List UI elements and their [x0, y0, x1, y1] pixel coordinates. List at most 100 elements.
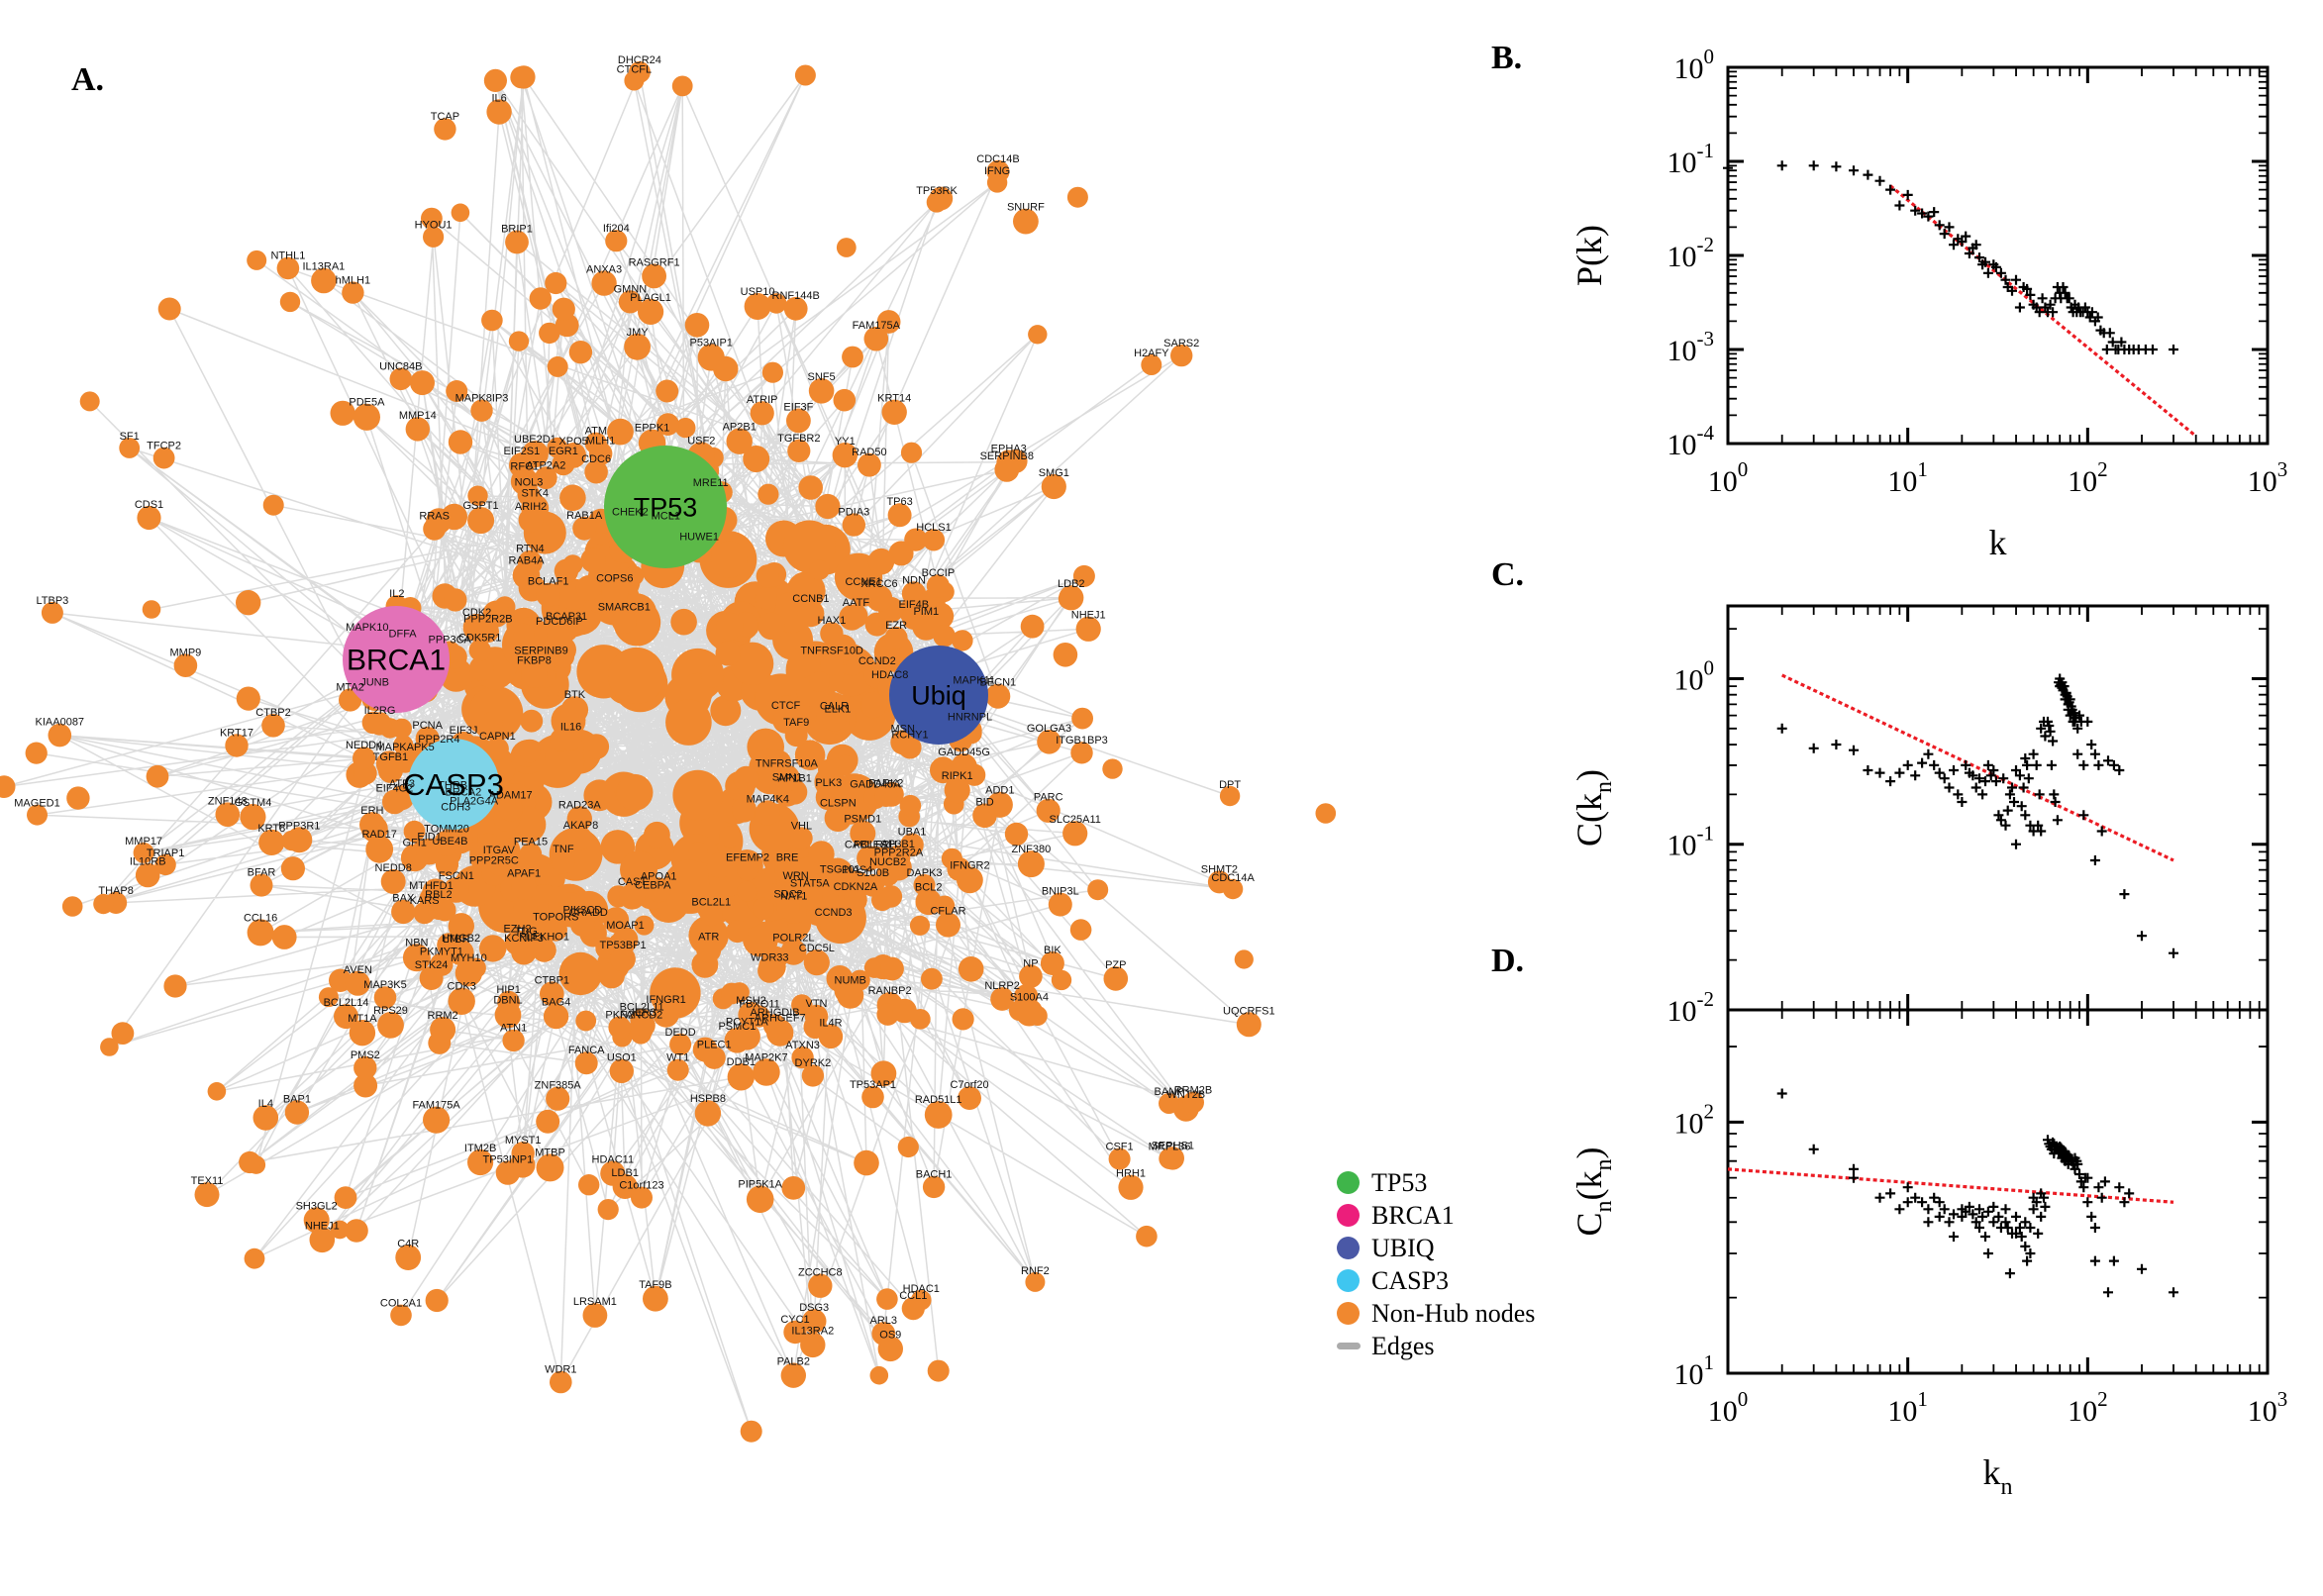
gene-node — [879, 885, 903, 908]
gene-node — [502, 1029, 525, 1052]
gene-node — [842, 513, 865, 537]
gene-node — [521, 661, 548, 688]
legend-item: TP53 — [1337, 1166, 1535, 1199]
gene-node — [890, 730, 916, 755]
gene-node — [27, 804, 48, 826]
gene-label: CTCF — [771, 700, 801, 712]
node-swatch-icon — [1337, 1302, 1360, 1325]
gene-label: MT1A — [348, 1013, 377, 1025]
gene-label: CABLES1 — [845, 839, 894, 850]
gene-label: UNC84B — [379, 361, 422, 373]
gene-node — [405, 417, 430, 442]
gene-node — [382, 789, 407, 815]
gene-label: ARHGDIB — [751, 1007, 800, 1019]
gene-label: CLSPN — [820, 798, 857, 810]
gene-label: DEDD — [665, 1027, 696, 1039]
gene-label: BAP1 — [283, 1093, 311, 1105]
gene-label: TNFRSF10A — [756, 758, 819, 770]
gene-node — [152, 447, 175, 469]
gene-node — [719, 826, 741, 848]
gene-label: PEA15 — [514, 836, 548, 848]
gene-node — [726, 920, 749, 944]
gene-node — [588, 442, 613, 466]
gene-label: ATN1 — [500, 1023, 527, 1035]
gene-node — [865, 585, 893, 612]
gene-label: DDB1 — [727, 1056, 756, 1068]
gene-node — [909, 915, 931, 936]
gene-label: MSN — [890, 723, 915, 735]
gene-node — [434, 830, 459, 856]
gene-label: MYST1 — [505, 1135, 542, 1147]
gene-label: BNIP3L — [1042, 886, 1079, 898]
gene-node — [334, 1186, 357, 1209]
gene-label: DSG3 — [799, 1302, 829, 1314]
gene-node — [985, 683, 1011, 709]
gene-node — [353, 403, 380, 431]
gene-node — [842, 346, 863, 368]
gene-node — [1004, 822, 1029, 847]
tick-label: 10-3 — [1667, 327, 1715, 367]
gene-label: MRPL36 — [1149, 1142, 1191, 1153]
gene-node — [173, 653, 198, 677]
gene-label: UBE4B — [432, 836, 467, 848]
gene-node — [448, 913, 474, 940]
gene-node — [1013, 208, 1039, 235]
gene-label: BECN1 — [979, 677, 1016, 689]
gene-label: HDAC8 — [871, 669, 908, 681]
scatter-points — [1776, 1088, 2178, 1298]
gene-label: IL2RG — [364, 705, 396, 717]
gene-node — [410, 370, 435, 396]
gene-label: BANP — [1155, 1086, 1184, 1098]
gene-label: MSH2 — [736, 995, 766, 1007]
gene-node — [702, 1046, 726, 1069]
gene-node — [1059, 585, 1084, 611]
gene-label: ZNF148 — [208, 795, 248, 807]
gene-label: NEDD4 — [346, 740, 382, 751]
gene-node — [619, 883, 646, 910]
gene-node — [1069, 919, 1092, 941]
gene-label: ERH — [360, 805, 383, 817]
gene-node — [486, 99, 512, 125]
gene-label: TP63 — [886, 496, 912, 508]
gene-node — [761, 361, 784, 383]
gene-node — [601, 579, 629, 607]
gene-label: BTK — [564, 689, 586, 701]
gene-node — [876, 1288, 898, 1310]
hub-label-brca1: BRCA1 — [347, 645, 446, 677]
gene-label: MMP17 — [125, 836, 162, 848]
gene-label: AVEN — [344, 964, 372, 976]
gene-label: MLH1 — [586, 435, 615, 447]
gene-node — [448, 430, 473, 454]
gene-node — [1136, 1225, 1158, 1247]
gene-node — [863, 326, 889, 351]
gene-label: EZR — [885, 620, 907, 632]
gene-node — [279, 291, 301, 313]
gene-label: IL13RA2 — [791, 1326, 834, 1338]
tick-label: 102 — [1674, 1099, 1715, 1140]
gene-node — [1170, 344, 1193, 367]
gene-node — [477, 833, 500, 856]
gene-label: NUCB2 — [869, 856, 906, 868]
gene-node — [1118, 1174, 1144, 1200]
gene-node — [832, 443, 858, 468]
gene-node — [1159, 1093, 1179, 1114]
gene-label: SMN1 — [772, 772, 803, 784]
gene-label: RAB4A — [508, 554, 545, 566]
gene-node — [373, 986, 397, 1009]
gene-label: HDAC1 — [903, 1283, 940, 1295]
fit-line — [1727, 1167, 2174, 1204]
gene-node — [389, 367, 413, 391]
gene-label: BRCA2 — [446, 787, 482, 799]
gene-node — [901, 581, 927, 606]
gene-node — [41, 601, 63, 624]
gene-node — [497, 990, 520, 1014]
gene-label: DHCR24 — [618, 54, 661, 66]
gene-node — [558, 951, 602, 996]
gene-node — [1103, 966, 1129, 991]
tick-label: 10-1 — [1667, 822, 1715, 862]
gene-node — [390, 1304, 412, 1327]
gene-node — [684, 313, 710, 338]
gene-label: RAD17 — [361, 829, 396, 841]
gene-node — [844, 604, 868, 629]
